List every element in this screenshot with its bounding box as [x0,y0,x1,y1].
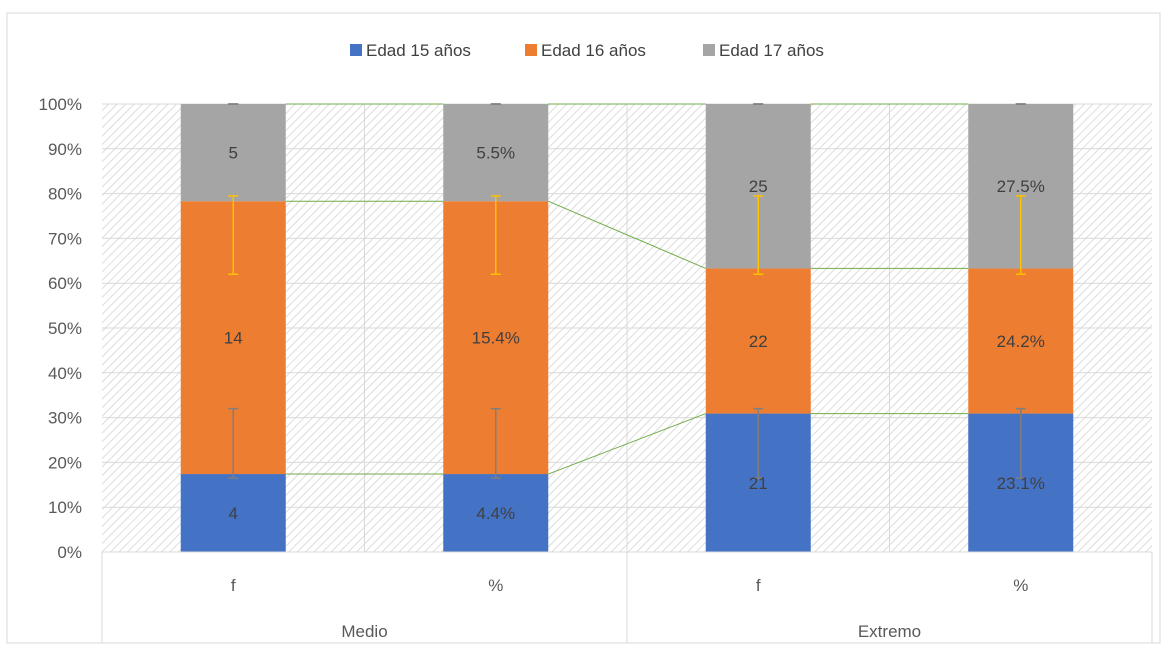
bar-segment [180,104,286,202]
y-tick-label: 80% [48,185,82,204]
data-label: 27.5% [997,177,1045,196]
y-tick-label: 0% [57,543,82,562]
bar-segment [443,474,549,552]
x-group-label: Medio [341,622,387,641]
data-label: 22 [749,332,768,351]
x-axis: f% f % Medio Extremo [101,551,1153,643]
y-tick-label: 20% [48,453,82,472]
x-tick-label: f [756,576,761,595]
series-line [548,413,706,475]
error-bars [228,103,1026,479]
bar-segment [705,268,811,414]
y-tick-label: 90% [48,140,82,159]
y-tick-label: 50% [48,319,82,338]
data-label: 4.4% [476,504,515,523]
bars [180,104,1074,552]
x-tick-label: % [1013,576,1028,595]
y-axis: 0% 10% 20% 30% 40% 50% 60% 70% 80% 90% 100% [39,95,82,562]
series-line [548,200,706,269]
data-label: 5 [229,144,238,163]
x-tick-label: % [488,576,503,595]
y-tick-label: 100% [39,95,82,114]
y-tick-label: 30% [48,409,82,428]
data-label: 23.1% [997,474,1045,493]
data-label: 4 [229,504,238,523]
legend-label: Edad 15 años [366,41,471,60]
data-label: 21 [749,474,768,493]
bar-segment [180,474,286,552]
data-labels: 4 4.4% 21 23.1% 14 15.4% 22 24.2% 5 5.5% 25 27.5% [224,144,1045,523]
y-tick-label: 70% [48,229,82,248]
legend-swatch [703,44,715,56]
legend-swatch [350,44,362,56]
y-tick-label: 60% [48,274,82,293]
data-label: 25 [749,177,768,196]
data-label: 15.4% [472,329,520,348]
legend-label: Edad 17 años [719,41,824,60]
legend: Edad 15 años Edad 16 años Edad 17 años [350,41,824,60]
x-tick-label: f [231,576,236,595]
bar-segment [443,104,549,202]
x-group-label: Extremo [858,622,921,641]
data-label: 14 [224,329,243,348]
series-lines [285,103,969,475]
y-tick-label: 10% [48,498,82,517]
legend-label: Edad 16 años [541,41,646,60]
bar-segment [968,268,1074,414]
legend-swatch [525,44,537,56]
data-label: 5.5% [476,144,515,163]
data-label: 24.2% [997,332,1045,351]
y-tick-label: 40% [48,364,82,383]
